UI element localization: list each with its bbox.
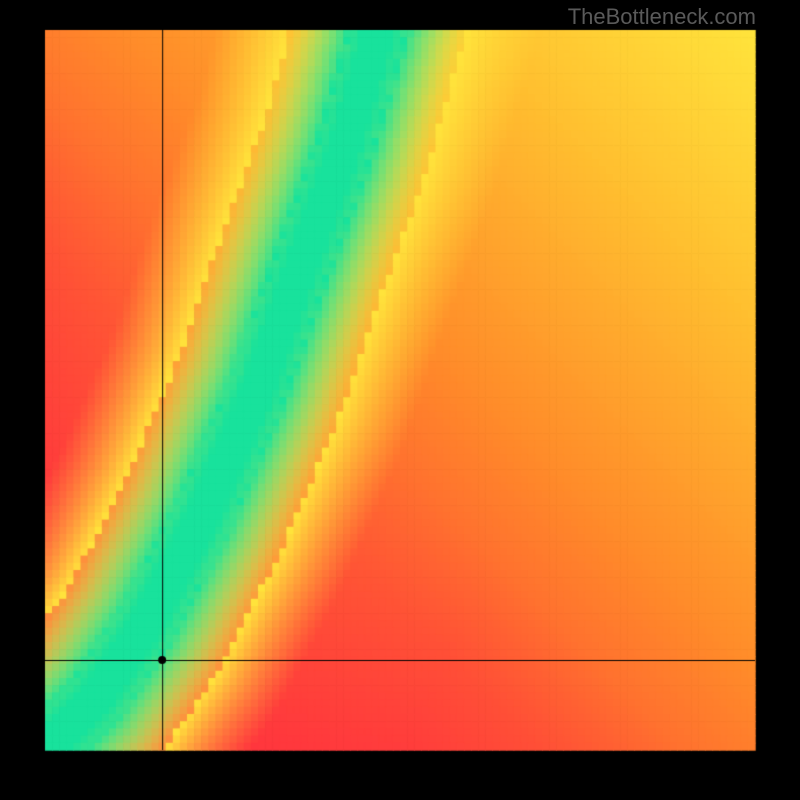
- watermark-text: TheBottleneck.com: [568, 4, 756, 30]
- chart-root: TheBottleneck.com: [0, 0, 800, 800]
- heatmap-canvas: [0, 0, 800, 800]
